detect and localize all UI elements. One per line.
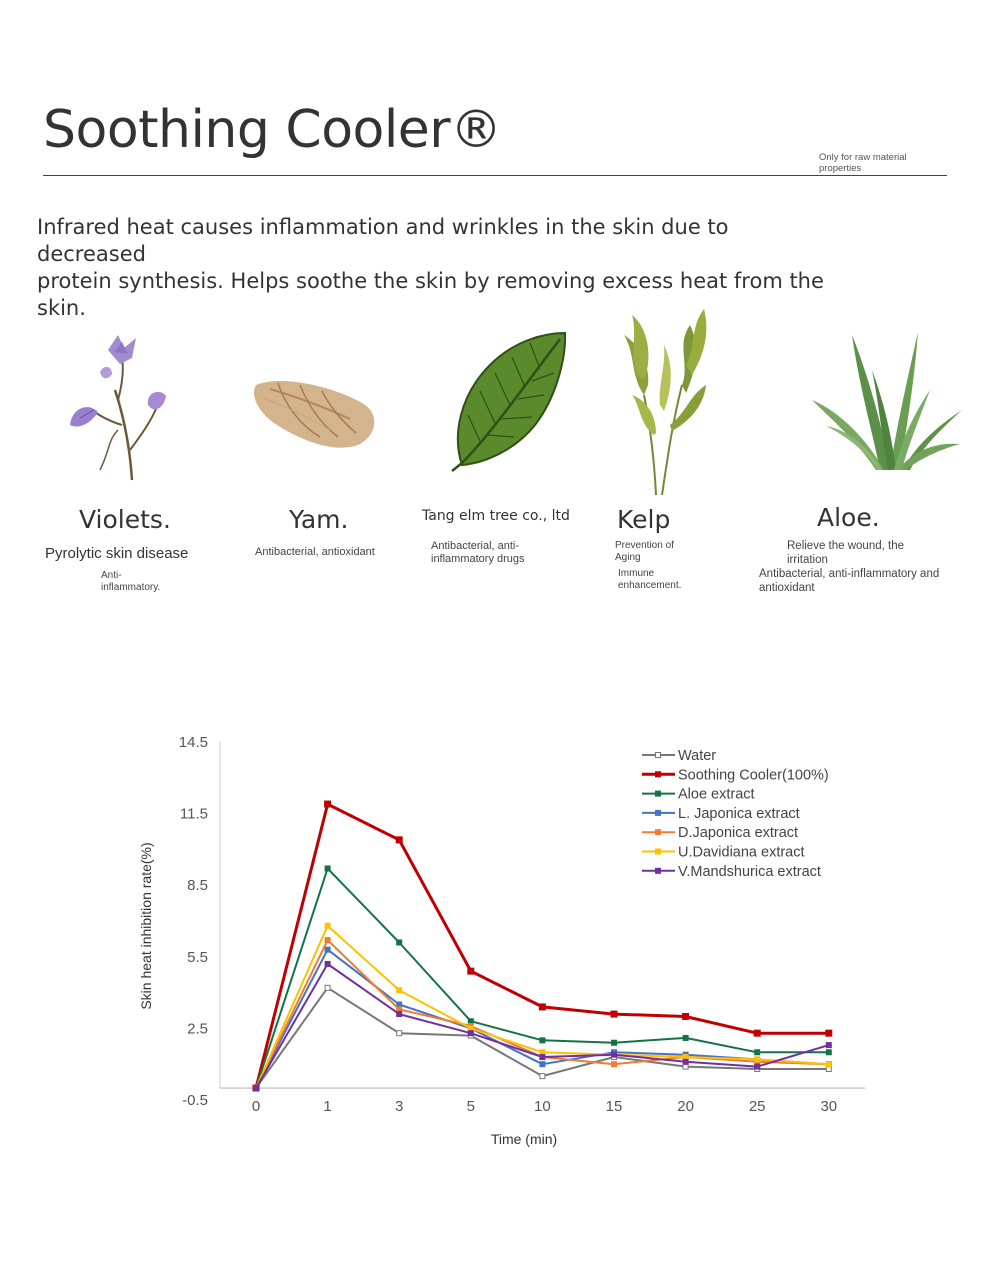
x-tick-label: 1: [323, 1098, 331, 1115]
data-point: [754, 1049, 761, 1056]
y-tick-label: -0.5: [182, 1092, 208, 1109]
legend-label: Water: [678, 748, 716, 764]
kelp-image: [624, 309, 707, 495]
data-point: [611, 1039, 617, 1046]
data-point: [396, 1030, 403, 1037]
legend-label: V.Mandshurica extract: [678, 864, 821, 880]
data-point: [396, 1011, 403, 1018]
legend-marker: [655, 848, 661, 855]
data-point: [539, 1037, 546, 1044]
data-point: [324, 946, 331, 953]
ingredient-name-aloe: Aloe.: [817, 503, 880, 532]
elm-leaf-image: [451, 331, 567, 472]
x-tick-label: 5: [467, 1098, 475, 1115]
data-point: [611, 1061, 617, 1068]
ingredient-name-violets: Violets.: [79, 505, 171, 534]
y-tick-label: 8.5: [187, 877, 208, 894]
data-point: [682, 1058, 689, 1065]
ingredient-desc-elm: Antibacterial, anti- inflammatory drugs: [431, 540, 525, 565]
data-point: [825, 1065, 832, 1072]
data-point: [539, 1049, 546, 1056]
y-axis-label: Skin heat inhibition rate(%): [138, 842, 154, 1009]
legend-marker: [655, 771, 661, 778]
data-point: [467, 967, 475, 975]
legend-marker: [655, 829, 661, 836]
data-point: [539, 1073, 546, 1080]
legend-label: D.Japonica extract: [678, 825, 798, 841]
data-point: [324, 922, 331, 929]
y-tick-label: 5.5: [187, 949, 208, 966]
x-tick-label: 3: [395, 1098, 403, 1115]
data-point: [825, 1042, 832, 1049]
ingredient-desc-violets: Pyrolytic skin disease: [45, 545, 189, 562]
data-point: [324, 865, 331, 872]
y-tick-label: 14.5: [179, 734, 208, 751]
legend-label: L. Japonica extract: [678, 806, 800, 822]
x-tick-label: 25: [749, 1098, 766, 1115]
ingredient-desc2-kelp: Immune enhancement.: [618, 568, 682, 591]
data-point: [539, 1054, 546, 1061]
data-point: [825, 1029, 833, 1037]
data-point: [396, 939, 403, 946]
page-title: Soothing Cooler®: [43, 100, 502, 160]
data-point: [395, 836, 403, 844]
data-point: [754, 1063, 761, 1070]
ingredient-name-yam: Yam.: [289, 505, 349, 534]
x-tick-label: 30: [820, 1098, 837, 1115]
x-tick-label: 0: [252, 1098, 260, 1115]
data-point: [467, 1025, 474, 1032]
intro-text: Infrared heat causes inflammation and wr…: [37, 214, 837, 322]
data-point: [467, 1018, 474, 1025]
data-point: [682, 1012, 690, 1020]
data-point: [611, 1051, 617, 1058]
data-point: [610, 1010, 618, 1018]
data-point: [682, 1063, 689, 1070]
data-point: [324, 800, 332, 808]
line-chart: 14.5 11.5 8.5 5.5 2.5 -0.5 0 1 3 5 10 15 20 25 30 Time …: [138, 734, 865, 1147]
title-divider: [43, 175, 947, 176]
ingredient-desc-kelp: Prevention of Aging: [615, 540, 674, 563]
ingredient-desc-yam: Antibacterial, antioxidant: [255, 546, 375, 558]
legend-label: U.Davidiana extract: [678, 845, 805, 861]
x-tick-label: 15: [606, 1098, 623, 1115]
ingredient-name-elm: Tang elm tree co., ltd: [422, 508, 570, 524]
x-axis-label: Time (min): [491, 1131, 557, 1147]
data-point: [682, 1054, 689, 1061]
x-tick-label: 20: [677, 1098, 694, 1115]
data-point: [682, 1034, 689, 1041]
data-point: [753, 1029, 761, 1037]
legend-marker: [655, 809, 661, 816]
legend-marker: [655, 752, 661, 758]
data-point: [396, 1006, 403, 1013]
legend-marker: [655, 867, 661, 874]
legend-label: Aloe extract: [678, 787, 755, 803]
intro-line-1: Infrared heat causes inflammation and wr…: [37, 215, 729, 266]
ingredient-desc-aloe: Relieve the wound, the irritation: [787, 540, 904, 566]
data-point: [253, 1085, 259, 1092]
data-point: [396, 987, 403, 994]
y-tick-label: 2.5: [187, 1020, 208, 1037]
yam-image: [253, 381, 375, 448]
legend-marker: [655, 790, 661, 797]
data-point: [539, 1061, 546, 1068]
violet-image: [70, 335, 166, 481]
legend-label: Soothing Cooler(100%): [678, 767, 829, 783]
data-point: [538, 1003, 546, 1011]
aloe-image: [812, 332, 962, 470]
data-point: [825, 1049, 832, 1056]
ingredient-name-kelp: Kelp: [617, 505, 671, 534]
data-point: [324, 984, 331, 991]
data-point: [467, 1030, 474, 1037]
y-tick-label: 11.5: [180, 806, 208, 823]
series-line: [255, 948, 829, 1089]
data-point: [324, 960, 331, 967]
ingredient-desc2-aloe: Antibacterial, anti-inflammatory and ant…: [759, 568, 940, 594]
raw-material-note: Only for raw material properties: [819, 152, 907, 174]
x-tick-label: 10: [534, 1098, 551, 1115]
data-point: [324, 937, 331, 944]
ingredient-desc2-violets: Anti- inflammatory.: [101, 570, 161, 593]
intro-line-2: protein synthesis. Helps soothe the skin…: [37, 269, 824, 320]
data-point: [754, 1056, 761, 1063]
data-point: [825, 1061, 832, 1068]
